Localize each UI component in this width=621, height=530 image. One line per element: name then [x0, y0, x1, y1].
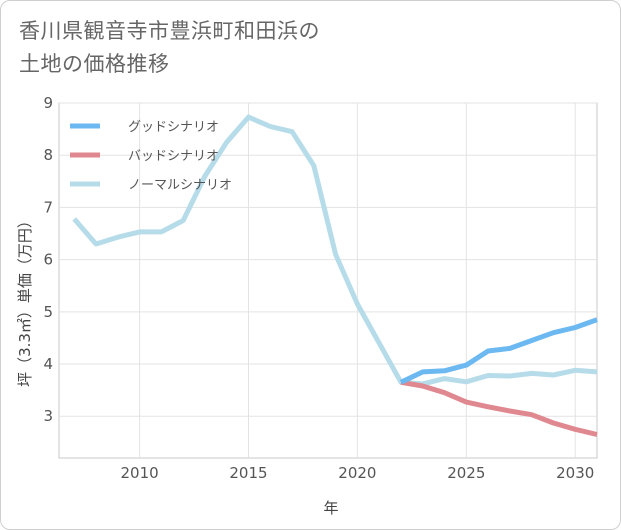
y-tick-label: 8: [43, 146, 53, 164]
series-line-2: [72, 114, 598, 387]
x-tick-label: 2025: [447, 464, 485, 482]
chart-title: 香川県観音寺市豊浜町和田浜の 土地の価格推移: [19, 15, 609, 81]
series-lines: [72, 114, 598, 437]
legend-label-1: バッドシナリオ: [128, 149, 219, 164]
x-tick-label: 2010: [120, 464, 158, 482]
grid-lines: [59, 102, 597, 458]
chart-title-line-1: 香川県観音寺市豊浜町和田浜の: [19, 19, 320, 43]
x-tick-label: 2015: [229, 464, 267, 482]
series-line-1: [400, 379, 598, 437]
y-tick-label: 5: [43, 303, 53, 321]
x-tick-label: 2020: [338, 464, 376, 482]
x-tick-label: 2030: [556, 464, 594, 482]
chart-title-line-2: 土地の価格推移: [19, 52, 170, 76]
axis-ticks: 2010 2015 2020 2025 2030 3 4 5 6 7 8 9: [43, 94, 594, 482]
y-tick-label: 3: [43, 407, 53, 425]
x-axis-title: 年: [323, 499, 338, 517]
legend-label-0: グッドシナリオ: [128, 120, 219, 135]
y-tick-label: 6: [43, 251, 53, 269]
y-tick-label: 9: [43, 94, 53, 112]
y-tick-label: 4: [43, 355, 53, 373]
legend-label-2: ノーマルシナリオ: [128, 178, 232, 193]
y-axis-title: 坪（3.3㎡）単価（万円）: [16, 213, 34, 387]
y-tick-label: 7: [43, 198, 53, 216]
series-line-0: [399, 317, 598, 385]
